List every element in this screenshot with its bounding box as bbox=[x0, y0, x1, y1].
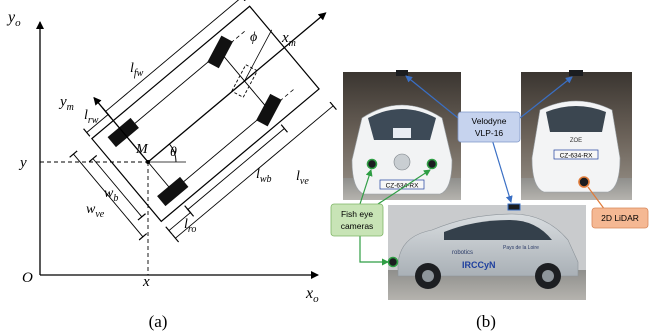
caption-a: (a) bbox=[149, 312, 168, 331]
rear-view-photo: ZOE CZ-634-RX bbox=[521, 70, 632, 200]
phi-label: ϕ bbox=[250, 30, 257, 45]
velodyne-label-line1: Velodyne bbox=[472, 116, 507, 126]
link-fisheye-front-right bbox=[377, 169, 431, 205]
xo-label: xo bbox=[305, 285, 319, 305]
lfw-label: lfw bbox=[130, 61, 144, 79]
lro-label: lro bbox=[184, 217, 196, 235]
lidar-label-box: 2D LiDAR bbox=[591, 207, 649, 229]
front-right-wheel bbox=[256, 93, 282, 127]
side-livery-1: robotics bbox=[452, 250, 473, 256]
link-lidar bbox=[587, 186, 606, 211]
side-brand: IRCCyN bbox=[462, 260, 496, 270]
steering-direction bbox=[244, 29, 273, 82]
fisheye-label-line2: cameras bbox=[341, 221, 374, 231]
origin-label: O bbox=[22, 270, 33, 286]
velodyne-label-box: Velodyne VLP-16 bbox=[457, 111, 521, 143]
lve-label: lve bbox=[296, 169, 309, 187]
theta-arc bbox=[169, 143, 177, 163]
caption-b: (b) bbox=[476, 312, 496, 331]
link-velodyne-front bbox=[405, 75, 459, 119]
point-m bbox=[146, 160, 150, 164]
ym-label: ym bbox=[58, 94, 74, 113]
wb-label: wb bbox=[104, 186, 118, 204]
front-plate: CZ-634-RX bbox=[386, 183, 420, 190]
y-coordinate-label: y bbox=[18, 155, 27, 171]
dim-wve bbox=[69, 150, 148, 241]
front-view-photo: CZ-634-RX bbox=[343, 70, 461, 200]
xm-label: xm bbox=[281, 30, 296, 49]
lrw-label: lrw bbox=[84, 108, 99, 126]
vehicle-frame bbox=[69, 0, 337, 243]
fisheye-label-box: Fish eye cameras bbox=[330, 203, 384, 237]
side-livery-2: Pays de la Loire bbox=[503, 245, 539, 251]
rear-right-wheel bbox=[157, 176, 189, 207]
wve-label: wve bbox=[86, 202, 105, 220]
x-coordinate-label: x bbox=[142, 274, 150, 290]
link-fisheye-front-left bbox=[359, 169, 373, 205]
panel-a-kinematic-model: yo xo O x y M θ ϕ xm ym lfw lrw lwb lve … bbox=[6, 0, 337, 331]
link-fisheye-side bbox=[359, 236, 389, 266]
rear-plate: CZ-634-RX bbox=[560, 153, 594, 160]
dim-lrw bbox=[83, 110, 112, 137]
lwb-label: lwb bbox=[256, 167, 272, 185]
panel-b-vehicle-photos: CZ-634-RX ZOE CZ-634-RX robotics bbox=[330, 70, 649, 331]
dim-lro bbox=[165, 208, 195, 235]
yo-label: yo bbox=[6, 9, 21, 29]
dim-lve bbox=[171, 101, 337, 243]
theta-label: θ bbox=[170, 145, 177, 160]
fisheye-label-line1: Fish eye bbox=[341, 209, 373, 219]
lidar-label: 2D LiDAR bbox=[601, 213, 639, 223]
xm-axis bbox=[147, 12, 327, 163]
dim-lwb bbox=[184, 124, 289, 214]
point-m-label: M bbox=[135, 142, 149, 157]
link-velodyne-side bbox=[490, 135, 513, 203]
dim-lfw bbox=[101, 0, 246, 116]
side-view-photo: robotics Pays de la Loire IRCCyN bbox=[387, 203, 586, 300]
front-left-wheel bbox=[207, 35, 233, 69]
velodyne-label-line2: VLP-16 bbox=[475, 128, 504, 138]
rear-badge: ZOE bbox=[570, 138, 582, 144]
link-velodyne-rear bbox=[519, 76, 573, 119]
dashed-guide bbox=[268, 87, 296, 111]
